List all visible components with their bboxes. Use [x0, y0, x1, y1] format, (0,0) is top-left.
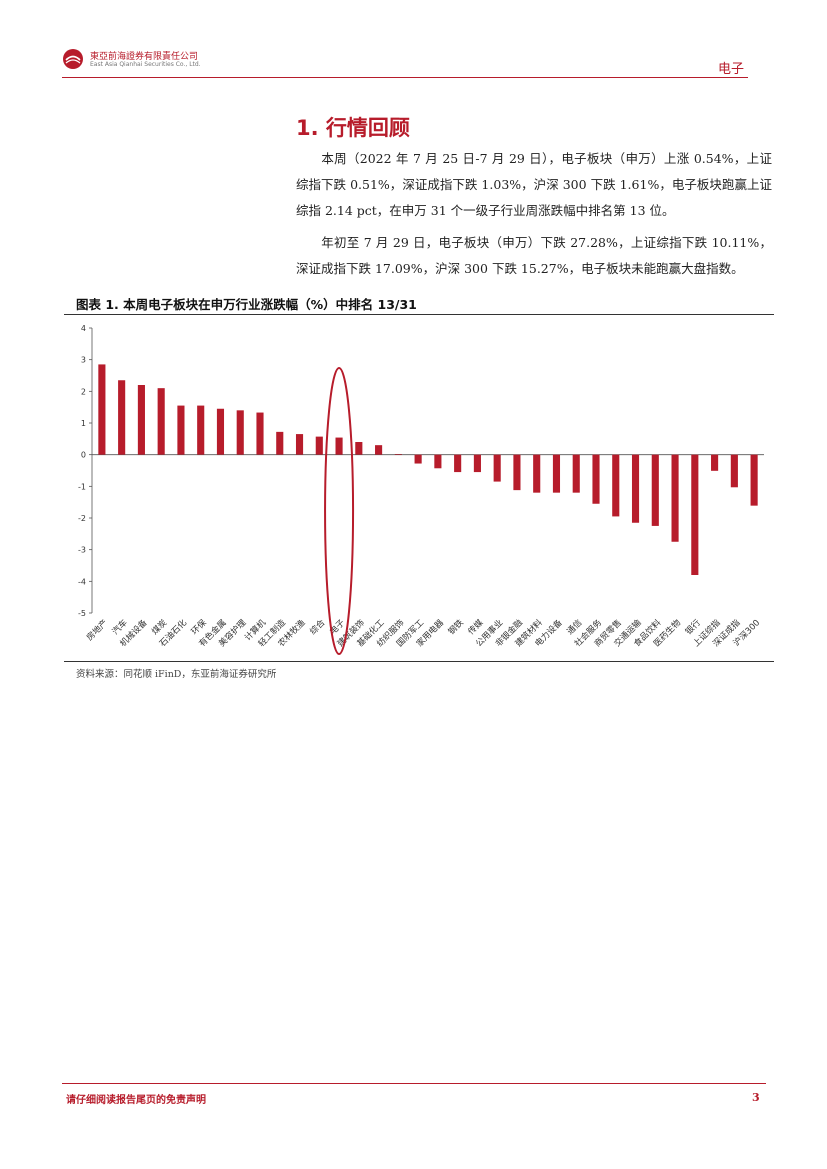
- company-name-cn: 東亞前海證券有限責任公司: [90, 52, 199, 62]
- bar: [552, 454, 561, 493]
- y-tick-label: -1: [78, 482, 86, 491]
- company-name-en: East Asia Qianhai Securities Co., Ltd.: [90, 61, 201, 68]
- bar: [414, 454, 422, 464]
- paragraph-weekly-text: 本周（2022 年 7 月 25 日-7 月 29 日），电子板块（申万）上涨 …: [296, 151, 772, 218]
- report-section-name: 电子: [717, 62, 744, 77]
- bar: [216, 408, 225, 455]
- bar: [256, 412, 264, 455]
- bar: [473, 454, 481, 473]
- bar: [651, 454, 659, 526]
- bar: [98, 364, 106, 455]
- x-category-label: 综合: [308, 617, 328, 637]
- bar: [157, 388, 165, 455]
- page-header: 東亞前海證券有限責任公司 East Asia Qianhai Securitie…: [62, 46, 748, 77]
- bar: [671, 454, 679, 542]
- bar: [295, 434, 304, 455]
- bar: [177, 405, 185, 455]
- x-category-label: 房地产: [84, 617, 110, 643]
- bar: [513, 454, 521, 491]
- bar: [572, 454, 580, 493]
- y-tick-label: 0: [81, 451, 86, 460]
- bar: [434, 454, 442, 469]
- header-divider: [62, 77, 748, 78]
- bar: [137, 385, 145, 455]
- bar: [592, 454, 600, 504]
- y-tick-label: -3: [78, 546, 86, 555]
- footer-divider: [62, 1083, 766, 1084]
- paragraph-weekly-review: 本周（2022 年 7 月 25 日-7 月 29 日），电子板块（申万）上涨 …: [296, 146, 772, 224]
- paragraph-ytd-text: 年初至 7 月 29 日，电子板块（申万）下跌 27.28%，上证综指下跌 10…: [296, 235, 772, 276]
- bar: [533, 454, 541, 493]
- figure-source: 资料来源：同花顺 iFinD，东亚前海证券研究所: [76, 669, 277, 680]
- y-tick-label: 1: [81, 419, 86, 428]
- bar: [236, 410, 244, 455]
- bar: [493, 454, 501, 482]
- figure-top-rule: [64, 314, 774, 315]
- bar: [691, 454, 699, 575]
- y-tick-label: 3: [81, 356, 86, 365]
- y-tick-label: -4: [78, 577, 86, 586]
- figure-title: 图表 1. 本周电子板块在申万行业涨跌幅（%）中排名 13/31: [76, 297, 417, 312]
- bar: [750, 454, 758, 506]
- bar: [612, 454, 620, 517]
- x-category-label: 钢铁: [446, 617, 466, 637]
- bar: [711, 454, 719, 471]
- bar: [197, 405, 205, 455]
- section-title: 1. 行情回顾: [296, 116, 410, 140]
- bar: [375, 445, 383, 455]
- y-tick-label: 4: [81, 324, 86, 333]
- y-tick-label: -5: [78, 609, 86, 618]
- bar: [276, 431, 284, 455]
- company-logo-icon: [63, 49, 83, 69]
- footer-disclaimer: 请仔细阅读报告尾页的免责声明: [66, 1095, 206, 1106]
- y-tick-label: -2: [78, 514, 86, 523]
- bar: [631, 454, 640, 523]
- figure-bottom-rule: [64, 661, 774, 662]
- highlight-ellipse: [324, 367, 355, 655]
- bar: [118, 380, 126, 455]
- bar: [454, 454, 462, 473]
- y-tick-label: 2: [81, 387, 86, 396]
- page-number: 3: [752, 1091, 760, 1104]
- bar: [394, 454, 402, 455]
- bar: [355, 442, 363, 455]
- bar: [335, 437, 343, 455]
- bar: [315, 436, 323, 455]
- bar: [730, 454, 738, 488]
- paragraph-ytd-review: 年初至 7 月 29 日，电子板块（申万）下跌 27.28%，上证综指下跌 10…: [296, 230, 772, 282]
